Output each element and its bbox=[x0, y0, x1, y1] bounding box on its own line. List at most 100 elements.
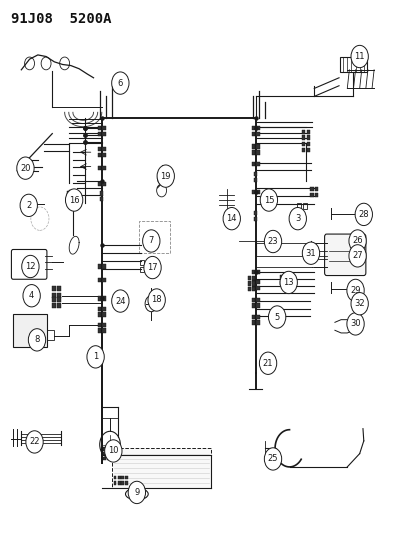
Circle shape bbox=[348, 230, 366, 252]
Bar bbox=[251, 314, 254, 319]
Bar bbox=[52, 297, 56, 302]
Bar bbox=[254, 211, 257, 215]
Circle shape bbox=[348, 245, 366, 267]
Bar bbox=[102, 306, 105, 311]
Circle shape bbox=[350, 45, 368, 68]
Bar bbox=[102, 312, 105, 317]
Bar bbox=[256, 280, 259, 284]
Circle shape bbox=[157, 165, 174, 187]
Bar bbox=[279, 280, 282, 285]
Circle shape bbox=[128, 481, 145, 504]
Bar bbox=[97, 296, 101, 301]
Text: 14: 14 bbox=[226, 214, 236, 223]
Text: 25: 25 bbox=[267, 455, 278, 463]
Bar bbox=[97, 328, 101, 333]
Circle shape bbox=[260, 189, 277, 211]
Text: 2: 2 bbox=[26, 201, 31, 210]
Bar bbox=[102, 278, 105, 282]
Circle shape bbox=[23, 285, 40, 307]
Text: 27: 27 bbox=[351, 252, 362, 260]
Bar bbox=[251, 162, 254, 166]
Bar bbox=[139, 221, 169, 253]
Text: 21: 21 bbox=[262, 359, 273, 368]
Bar bbox=[102, 166, 105, 170]
Circle shape bbox=[268, 306, 285, 328]
Bar bbox=[52, 286, 56, 291]
Bar bbox=[97, 182, 101, 186]
Circle shape bbox=[350, 293, 368, 315]
Bar bbox=[67, 191, 70, 196]
Circle shape bbox=[279, 271, 297, 294]
Bar bbox=[145, 266, 149, 272]
Circle shape bbox=[26, 431, 43, 453]
Circle shape bbox=[104, 440, 122, 462]
Circle shape bbox=[346, 279, 363, 302]
Bar bbox=[57, 286, 61, 291]
Bar bbox=[71, 197, 75, 201]
Text: 17: 17 bbox=[147, 263, 157, 272]
Bar bbox=[113, 475, 116, 479]
Circle shape bbox=[28, 329, 45, 351]
Bar bbox=[140, 260, 144, 265]
Bar bbox=[125, 481, 128, 484]
Bar bbox=[74, 205, 77, 209]
Text: 23: 23 bbox=[267, 237, 278, 246]
Bar bbox=[251, 280, 254, 284]
Text: 24: 24 bbox=[115, 296, 125, 305]
Bar bbox=[113, 481, 116, 484]
Bar bbox=[97, 312, 101, 317]
Bar bbox=[102, 182, 105, 186]
Bar bbox=[57, 303, 61, 308]
Text: 20: 20 bbox=[20, 164, 31, 173]
Bar bbox=[314, 187, 318, 191]
Text: 18: 18 bbox=[151, 295, 161, 304]
Text: 30: 30 bbox=[349, 319, 360, 328]
Text: 5: 5 bbox=[274, 312, 279, 321]
Bar bbox=[97, 153, 101, 157]
Bar bbox=[251, 126, 254, 130]
Bar bbox=[74, 199, 77, 203]
Bar bbox=[150, 260, 154, 265]
Bar bbox=[256, 320, 259, 325]
Bar bbox=[301, 135, 305, 140]
Bar bbox=[302, 203, 306, 209]
Bar bbox=[102, 322, 105, 327]
Text: 32: 32 bbox=[354, 299, 364, 308]
Bar bbox=[52, 303, 56, 308]
Bar bbox=[254, 178, 257, 182]
Bar bbox=[251, 132, 254, 136]
Bar bbox=[301, 130, 305, 134]
Bar bbox=[306, 142, 309, 146]
Text: 10: 10 bbox=[108, 447, 118, 456]
Bar bbox=[107, 452, 110, 456]
Bar bbox=[279, 274, 282, 279]
Circle shape bbox=[288, 207, 306, 230]
Bar bbox=[256, 162, 259, 166]
Bar bbox=[251, 190, 254, 194]
Bar bbox=[100, 191, 103, 196]
Bar bbox=[117, 475, 120, 479]
Circle shape bbox=[223, 207, 240, 230]
Bar bbox=[103, 447, 106, 451]
Text: 28: 28 bbox=[358, 210, 368, 219]
Bar bbox=[102, 296, 105, 301]
Bar bbox=[296, 203, 301, 209]
Bar bbox=[314, 193, 318, 197]
Bar bbox=[251, 286, 254, 290]
Bar bbox=[306, 130, 309, 134]
Bar bbox=[309, 247, 312, 252]
Bar bbox=[251, 320, 254, 325]
Text: 1: 1 bbox=[93, 352, 98, 361]
Bar bbox=[247, 287, 250, 292]
Bar bbox=[100, 197, 103, 201]
Text: 31: 31 bbox=[305, 249, 316, 258]
Bar bbox=[117, 481, 120, 484]
Bar bbox=[97, 306, 101, 311]
Bar bbox=[309, 253, 312, 257]
Text: 13: 13 bbox=[283, 278, 293, 287]
Bar bbox=[256, 314, 259, 319]
Bar bbox=[13, 314, 47, 348]
Bar bbox=[52, 293, 56, 297]
Bar bbox=[247, 276, 250, 280]
Circle shape bbox=[22, 255, 39, 278]
